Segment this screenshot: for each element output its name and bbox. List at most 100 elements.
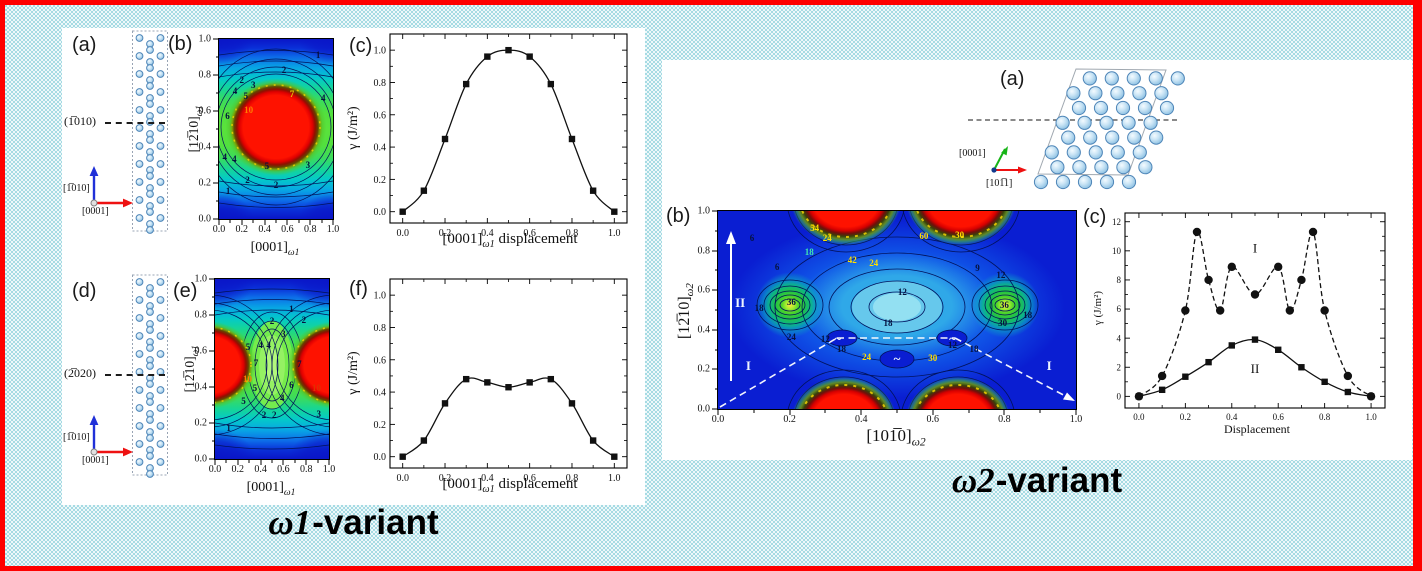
atom: [146, 46, 154, 54]
contour-level-labels-b: 1 2 2 3 4 5 7 4 10 6 4 4 5 3 2 2 1: [219, 39, 333, 219]
panel-label-c2: (c): [1083, 206, 1107, 228]
contour-level-label: 4: [222, 151, 227, 162]
atom: [1105, 130, 1120, 145]
svg-text:0.0: 0.0: [374, 452, 387, 463]
contour-level-label: 4: [232, 153, 237, 164]
atom: [1110, 145, 1125, 160]
x-axis-text-b: [0001]: [250, 240, 288, 255]
dark-pocket: [879, 349, 915, 369]
atom: [1099, 174, 1115, 190]
contour-level-label: 5: [264, 160, 270, 171]
atom: [1061, 130, 1076, 145]
atom: [156, 88, 165, 96]
tick-label: 0.0: [208, 464, 222, 475]
contour-lines: [219, 48, 333, 208]
tick-mark: [229, 219, 231, 223]
tick-mark: [211, 404, 215, 406]
atom: [146, 452, 154, 460]
tick-mark: [309, 219, 311, 225]
omega1-variant-title: ω1-variant: [62, 503, 645, 543]
atom: [146, 308, 154, 316]
tick-mark: [717, 409, 719, 415]
svg-text:0.6: 0.6: [523, 228, 536, 239]
svg-text:0.4: 0.4: [481, 473, 494, 484]
svg-text:0: 0: [1117, 392, 1122, 402]
contour-level-label: 24: [869, 258, 879, 269]
atom: [135, 142, 144, 150]
tick-mark: [932, 409, 934, 415]
svg-text:I: I: [1253, 240, 1257, 255]
atom: [1083, 130, 1098, 145]
tick-mark: [209, 458, 215, 460]
atom: [1077, 174, 1093, 190]
contour-level-label: 30: [955, 229, 965, 240]
contour-level-label: 6: [774, 262, 780, 273]
svg-text:0.8: 0.8: [1319, 412, 1331, 422]
atom: [135, 422, 144, 430]
contour-level-label: 1: [225, 186, 231, 197]
axis-label-up-a: [1̅010]: [63, 183, 90, 194]
contour-level-label: 36: [999, 300, 1009, 311]
x-axis-sub-f: ω1: [482, 484, 495, 495]
axes-ticks-e: 0.0 0.0 0.2 0.2 0.4 0.4 0.6 0.6 0.8 0.8 1.0 1.0: [195, 274, 336, 476]
tick-label: 0.2: [783, 414, 796, 425]
atom: [1132, 86, 1147, 101]
svg-text:0.8: 0.8: [566, 473, 579, 484]
atom: [156, 106, 165, 114]
tick-mark: [264, 219, 266, 225]
tick-label: 0.4: [198, 141, 212, 153]
atom: [146, 362, 154, 370]
tick-mark: [209, 386, 215, 388]
tick-mark: [712, 210, 718, 212]
axes-tripod-d: [89, 415, 133, 457]
tick-mark: [714, 230, 718, 232]
tick-mark: [209, 314, 215, 316]
tick-label: 1.0: [322, 464, 336, 475]
tick-mark: [213, 110, 219, 112]
atom: [135, 278, 144, 286]
tick-label: 1.0: [326, 224, 340, 235]
atom: [156, 404, 165, 412]
tick-mark: [860, 409, 862, 415]
svg-text:0.6: 0.6: [374, 355, 387, 366]
tick-mark: [824, 409, 826, 413]
path-label: I: [1046, 358, 1052, 374]
y-axis-label-c: γ (J/m²): [346, 106, 361, 150]
y-axis-label-e: [12̅10]ω1: [182, 309, 200, 429]
panel-label-a2: (a): [1000, 68, 1025, 90]
atom: [156, 386, 165, 394]
path-label: ~: [834, 330, 842, 346]
x-axis-sub-c: ω1: [482, 239, 495, 250]
atom: [1138, 160, 1153, 175]
tick-mark: [213, 74, 219, 76]
blue-arrowhead-icon: [89, 415, 99, 425]
cut-plane-dashed-line-a: [105, 122, 165, 124]
white-arrowhead-icon: [726, 231, 736, 244]
axis-label-right-d: [0001]: [82, 455, 109, 466]
axes-tripod-a2: [991, 146, 1027, 174]
atom: [135, 350, 144, 358]
atom: [135, 52, 144, 60]
contour-level-label: 4: [232, 86, 238, 97]
tick-mark: [714, 309, 718, 311]
plane-label-1010: (1̅010): [64, 114, 96, 128]
contour-level-label: 36: [786, 297, 796, 308]
tick-mark: [282, 459, 284, 465]
contour-level-label: 30: [928, 352, 938, 363]
panel-label-e: (e): [173, 280, 198, 302]
x-axis-text-f: [0001]: [442, 476, 483, 492]
omega1-italic: ω1: [268, 503, 312, 542]
tick-label: 0.8: [194, 309, 208, 321]
svg-text:0.8: 0.8: [374, 78, 387, 89]
contour-art-b: [219, 39, 333, 219]
contour-level-label: 3: [250, 79, 256, 90]
contour-level-label: 5: [252, 382, 258, 393]
tick-mark: [753, 409, 755, 413]
tick-mark: [968, 409, 970, 413]
y-axis-text-e: [12̅10]: [182, 356, 198, 393]
tick-mark: [1039, 409, 1041, 413]
axis-label-up-a2: [0001]: [959, 148, 986, 159]
svg-text:1.0: 1.0: [1365, 412, 1377, 422]
atom: [1066, 86, 1081, 101]
atom: [146, 190, 154, 198]
